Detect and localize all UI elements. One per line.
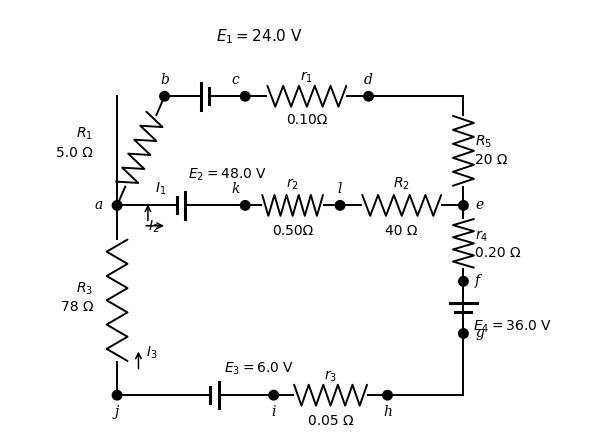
Circle shape xyxy=(458,277,468,286)
Text: i: i xyxy=(271,405,276,419)
Circle shape xyxy=(112,201,122,210)
Text: 0.20 Ω: 0.20 Ω xyxy=(476,246,521,260)
Circle shape xyxy=(364,91,373,101)
Circle shape xyxy=(269,390,278,400)
Text: k: k xyxy=(231,182,240,196)
Text: 0.05 Ω: 0.05 Ω xyxy=(308,414,353,428)
Text: g: g xyxy=(476,326,484,341)
Text: f: f xyxy=(476,274,480,288)
Text: 40 Ω: 40 Ω xyxy=(385,225,418,238)
Text: $R_3$: $R_3$ xyxy=(76,280,93,297)
Text: 78 Ω: 78 Ω xyxy=(61,301,93,314)
Text: $E_4 = 36.0$ V: $E_4 = 36.0$ V xyxy=(473,318,552,335)
Text: 20 Ω: 20 Ω xyxy=(476,153,508,167)
Text: $r_4$: $r_4$ xyxy=(476,229,489,244)
Text: $R_2$: $R_2$ xyxy=(394,176,410,192)
Circle shape xyxy=(458,201,468,210)
Text: d: d xyxy=(364,73,373,87)
Text: 0.50Ω: 0.50Ω xyxy=(272,225,313,238)
Circle shape xyxy=(383,390,392,400)
Text: a: a xyxy=(94,198,103,212)
Text: $I_1$: $I_1$ xyxy=(155,181,166,197)
Text: $I_2$: $I_2$ xyxy=(148,218,159,235)
Text: h: h xyxy=(383,405,392,419)
Circle shape xyxy=(458,329,468,338)
Text: j: j xyxy=(115,405,119,419)
Text: $R_1$: $R_1$ xyxy=(77,126,93,143)
Text: $r_2$: $r_2$ xyxy=(286,176,299,192)
Circle shape xyxy=(241,201,250,210)
Text: e: e xyxy=(476,198,484,212)
Text: $r_1$: $r_1$ xyxy=(300,70,313,85)
Text: $R_5$: $R_5$ xyxy=(476,133,492,150)
Text: $r_3$: $r_3$ xyxy=(324,369,337,384)
Text: 0.10Ω: 0.10Ω xyxy=(286,113,327,127)
Circle shape xyxy=(112,390,122,400)
Text: $E_3 = 6.0$ V: $E_3 = 6.0$ V xyxy=(224,361,294,377)
Circle shape xyxy=(241,91,250,101)
Text: l: l xyxy=(338,182,342,196)
Circle shape xyxy=(335,201,345,210)
Text: 5.0 Ω: 5.0 Ω xyxy=(57,146,93,160)
Circle shape xyxy=(160,91,169,101)
Text: $E_2 = 48.0$ V: $E_2 = 48.0$ V xyxy=(188,166,267,183)
Text: $I_3$: $I_3$ xyxy=(146,344,157,361)
Text: $E_1 = 24.0$ V: $E_1 = 24.0$ V xyxy=(216,28,303,46)
Text: b: b xyxy=(160,73,169,87)
Text: c: c xyxy=(232,73,240,87)
